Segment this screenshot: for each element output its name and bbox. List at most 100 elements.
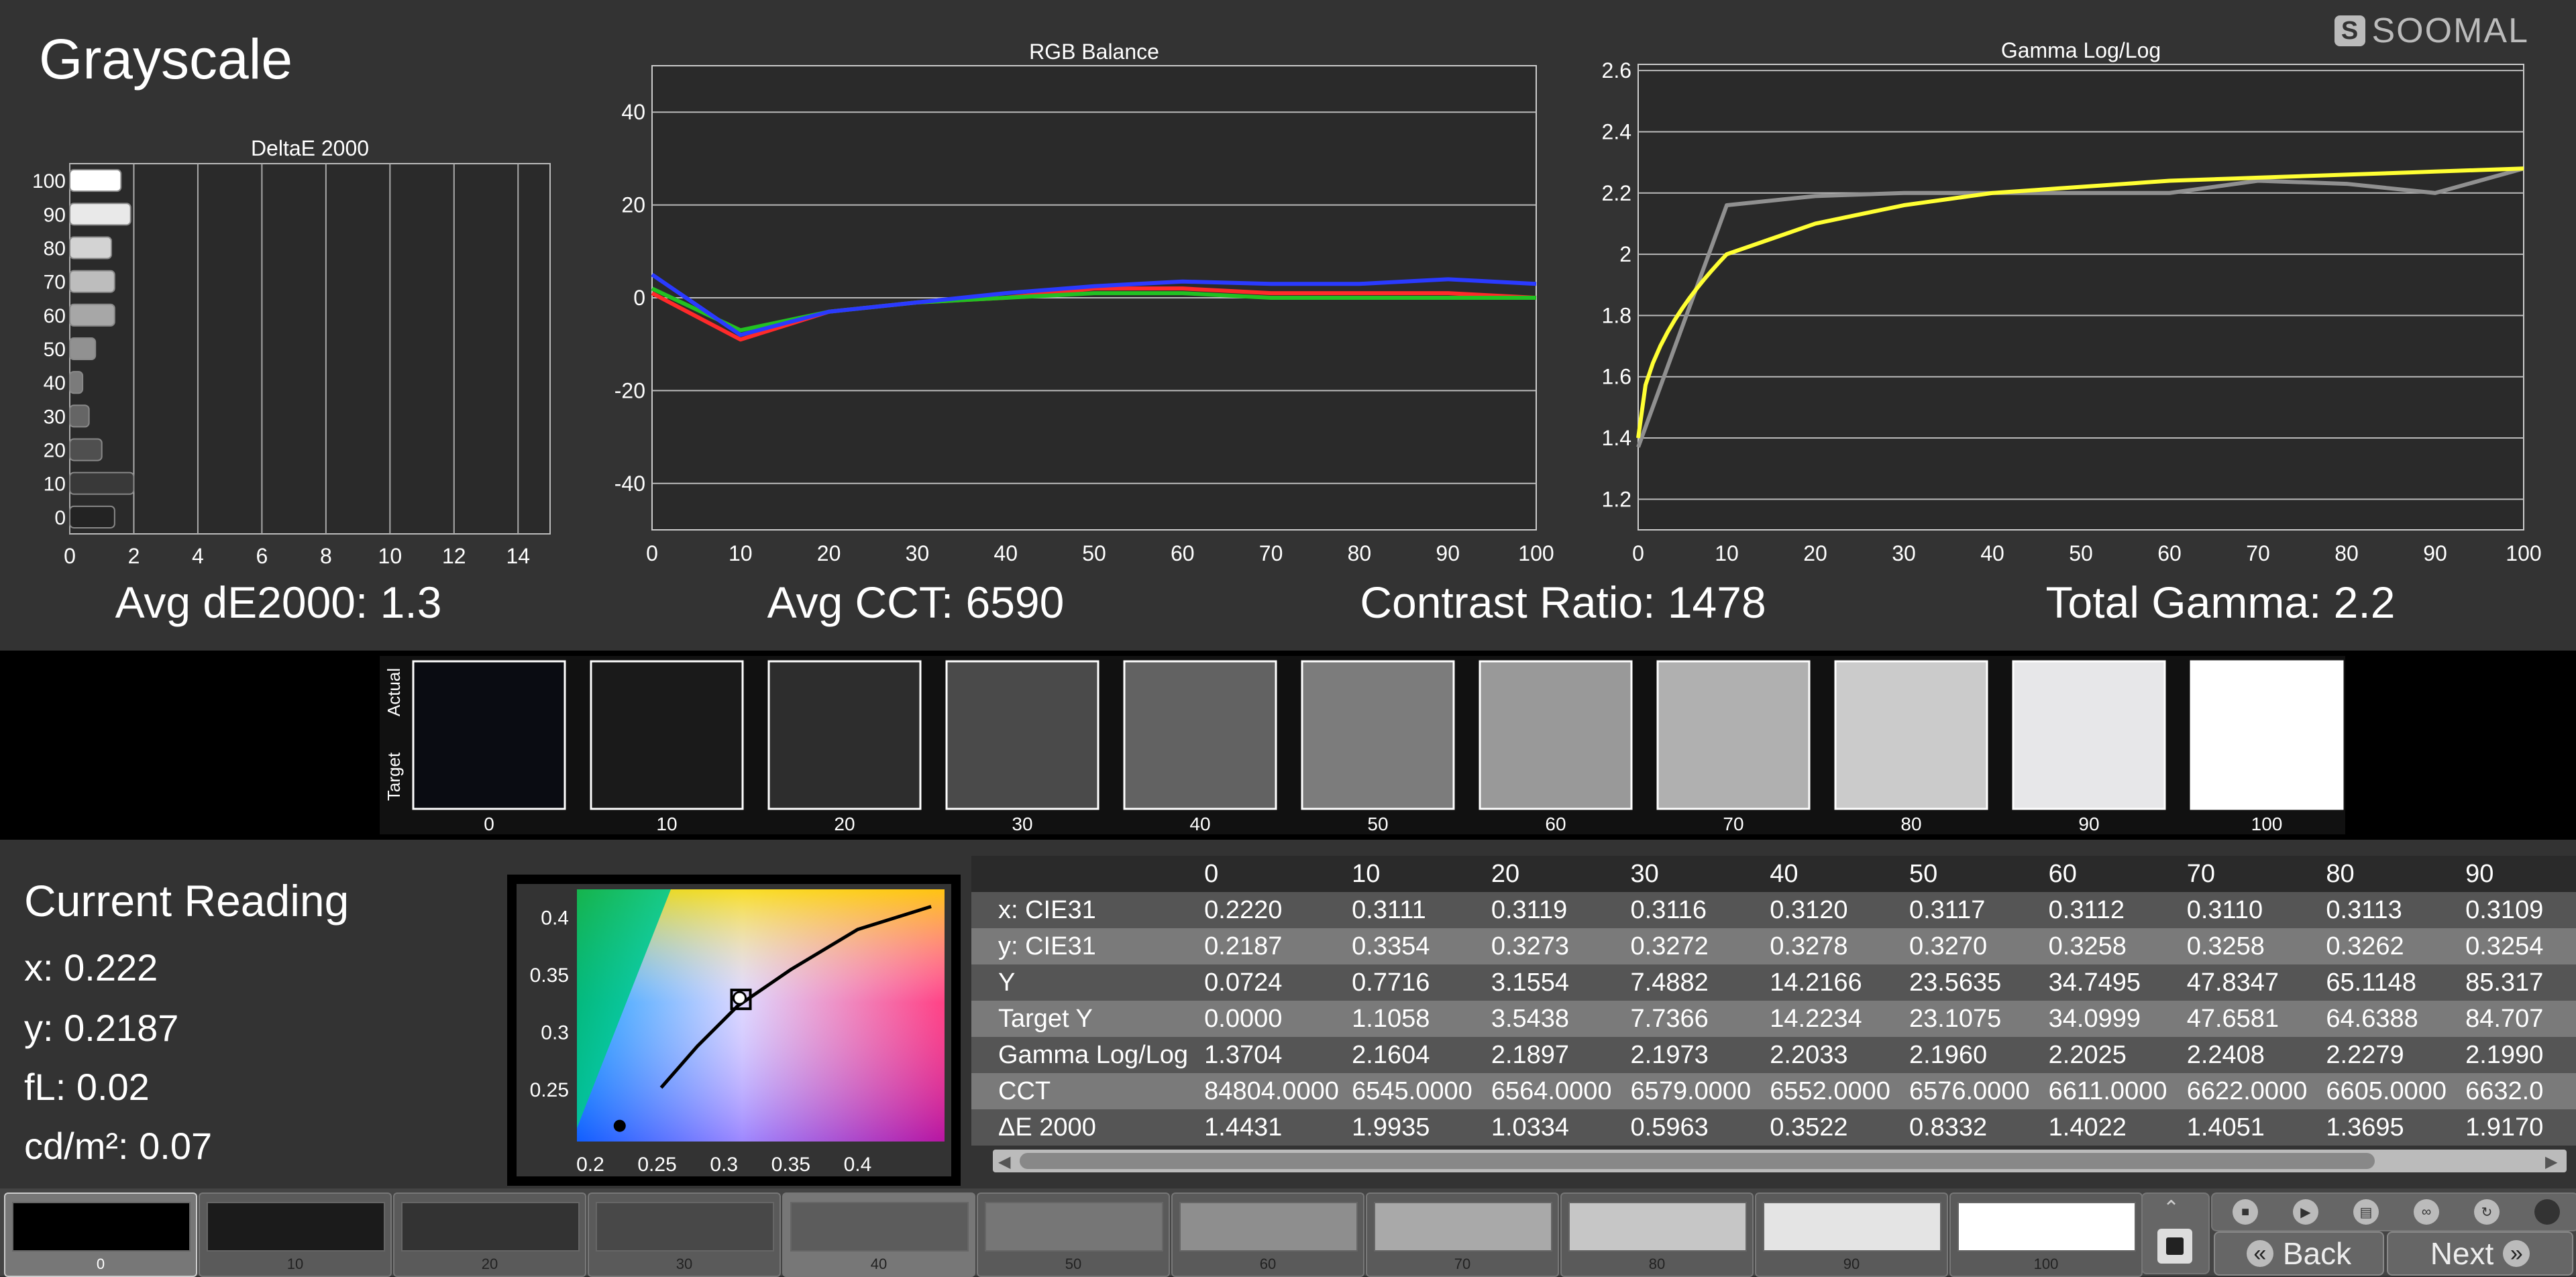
table-cell: 2.1604: [1348, 1037, 1487, 1073]
x-tick-label: 50: [1082, 541, 1106, 565]
stop-toggle-button[interactable]: [2157, 1229, 2192, 1264]
table-column-header: 80: [2322, 856, 2462, 892]
patch-swatch: [1374, 1202, 1552, 1252]
reading-cdm2: cd/m²: 0.07: [24, 1125, 213, 1167]
x-tick-label: 60: [2157, 541, 2182, 565]
table-cell: 1.3695: [2322, 1109, 2462, 1146]
rgb-balance-chart: RGB Balance 40 20 0 -20 -40 0 10 20 30 40 50 60 70 80 9…: [614, 40, 1554, 565]
table-cell: 0.5963: [1626, 1109, 1766, 1146]
patch-swatch: [401, 1202, 580, 1252]
x-tick-label: 90: [2423, 541, 2447, 565]
deltae-category-label: 20: [44, 440, 66, 462]
table-cell: 23.5635: [1904, 964, 2045, 1001]
swatch-label: 60: [1545, 814, 1566, 834]
table-column-header: 20: [1487, 856, 1627, 892]
swatch: [2012, 660, 2166, 810]
table-cell: 1.4022: [2044, 1109, 2183, 1146]
deltae-x-tick: 2: [128, 544, 140, 568]
patch-button[interactable]: 10: [199, 1192, 392, 1277]
stop-icon[interactable]: ■: [2233, 1199, 2258, 1225]
patch-button[interactable]: 30: [588, 1192, 781, 1277]
deltae-title: DeltaE 2000: [251, 136, 369, 160]
table-cell: 6579.0000: [1626, 1073, 1766, 1109]
reading-y: y: 0.2187: [24, 1007, 179, 1049]
target-marker: [730, 989, 752, 1011]
x-tick-label: 90: [1436, 541, 1460, 565]
scroll-right-icon[interactable]: ▶: [2545, 1153, 2558, 1171]
row-label: Target Y: [971, 1001, 1201, 1037]
patch-swatch: [985, 1202, 1163, 1252]
collapse-up-icon[interactable]: ⌃: [2163, 1197, 2180, 1219]
x-tick-label: 10: [729, 541, 753, 565]
swatch: [2190, 660, 2344, 810]
brand-s-icon: S: [2334, 15, 2365, 46]
loop-icon[interactable]: ∞: [2414, 1199, 2439, 1225]
reading-x: x: 0.222: [24, 946, 158, 989]
swatch-label: 40: [1189, 814, 1210, 834]
table-cell: 0.3522: [1766, 1109, 1905, 1146]
patch-button[interactable]: 70: [1366, 1192, 1559, 1277]
patch-label: 50: [1065, 1256, 1082, 1272]
table-row: Y 0.0724 0.7716 3.1554 7.4882 14.2166 23.5635 3…: [971, 964, 2576, 1001]
table-cell: 1.0334: [1487, 1109, 1627, 1146]
play-icon[interactable]: ▶: [2293, 1199, 2318, 1225]
patch-button[interactable]: 50: [977, 1192, 1170, 1277]
y-tick-label: 2.6: [1602, 58, 1631, 82]
swatch-label: 70: [1723, 814, 1743, 834]
table-cell: 0.3117: [1904, 892, 2045, 928]
patch-label: 10: [286, 1256, 304, 1272]
table-cell: 84.707: [2461, 1001, 2576, 1037]
swatch-label: 90: [2078, 814, 2099, 834]
table-row: CCT 84804.0000 6545.0000 6564.0000 6579.0000…: [971, 1073, 2576, 1109]
table-scroll-thumb[interactable]: [1020, 1153, 2375, 1169]
table-cell: 1.4051: [2182, 1109, 2322, 1146]
next-button[interactable]: Next »: [2387, 1231, 2573, 1276]
y-tick-label: 1.4: [1602, 426, 1631, 450]
patch-swatch: [1568, 1202, 1747, 1252]
table-cell: 2.2408: [2182, 1037, 2322, 1073]
table-cell: 65.1148: [2322, 964, 2462, 1001]
patch-button[interactable]: 40: [782, 1192, 975, 1277]
patch-button[interactable]: 60: [1171, 1192, 1364, 1277]
table-cell: 3.1554: [1487, 964, 1627, 1001]
table-column-header: 60: [2044, 856, 2183, 892]
patch-button[interactable]: 80: [1560, 1192, 1754, 1277]
swatch: [767, 660, 922, 810]
patch-button[interactable]: 0: [4, 1192, 197, 1277]
patch-swatch: [596, 1202, 774, 1252]
x-tick-label: 60: [1171, 541, 1195, 565]
record-icon[interactable]: [2534, 1199, 2560, 1225]
table-cell: 85.317: [2461, 964, 2576, 1001]
save-icon[interactable]: ▤: [2353, 1199, 2379, 1225]
cie-x-tick: 0.25: [637, 1154, 676, 1176]
table-cell: 7.7366: [1626, 1001, 1766, 1037]
target-side-label: Target: [384, 752, 404, 801]
patch-swatch: [790, 1202, 969, 1252]
scroll-left-icon[interactable]: ◀: [998, 1153, 1011, 1171]
table-cell: 2.1960: [1904, 1037, 2045, 1073]
brand-logo: S SOOMAL: [2334, 11, 2530, 51]
table-cell: 0.8332: [1904, 1109, 2045, 1146]
y-tick-label: 1.2: [1602, 487, 1631, 511]
table-cell: 2.2279: [2322, 1037, 2462, 1073]
refresh-icon[interactable]: ↻: [2474, 1199, 2500, 1225]
patch-button[interactable]: 100: [1949, 1192, 2143, 1277]
cie-y-tick: 0.4: [541, 907, 569, 930]
table-cell: 6632.0: [2461, 1073, 2576, 1109]
back-button[interactable]: « Back: [2214, 1231, 2384, 1276]
table-cell: 0.3272: [1626, 928, 1766, 964]
table-column-header: 70: [2182, 856, 2322, 892]
deltae-category-label: 0: [54, 507, 66, 529]
row-label: CCT: [971, 1073, 1201, 1109]
table-column-header: 50: [1904, 856, 2045, 892]
current-reading-point: [613, 1119, 626, 1132]
patch-button[interactable]: 20: [393, 1192, 586, 1277]
swatch: [945, 660, 1099, 810]
table-cell: 0.3109: [2461, 892, 2576, 928]
table-cell: 47.6581: [2182, 1001, 2322, 1037]
patch-button[interactable]: 90: [1755, 1192, 1948, 1277]
swatch-comparison: Actual Target 0 10 20 30 40 50 60 70 80 90 100: [380, 656, 2345, 834]
table-cell: 6605.0000: [2322, 1073, 2462, 1109]
total-gamma-stat: Total Gamma: 2.2: [2045, 577, 2396, 627]
table-cell: 0.3112: [2044, 892, 2183, 928]
